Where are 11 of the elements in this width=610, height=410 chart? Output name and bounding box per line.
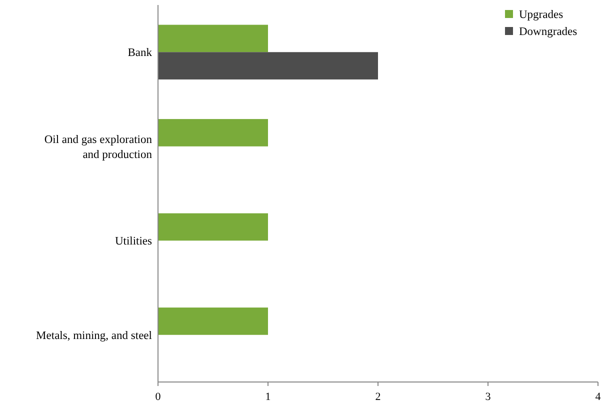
x-tick-label: 3 [485,391,492,403]
y-tick-label: Metals, mining, and steel [36,330,152,342]
legend-label: Upgrades [519,9,564,21]
y-tick-label: Utilities [114,236,153,248]
x-tick-label: 2 [375,391,381,403]
x-tick-label: 1 [265,391,271,403]
y-tick-label: Oil and gas exploration and production [44,134,152,161]
legend-label: Downgrades [519,26,578,38]
x-tick-label: 0 [155,391,162,403]
x-tick-label: 4 [595,391,602,403]
y-tick-label: Bank [128,47,152,60]
